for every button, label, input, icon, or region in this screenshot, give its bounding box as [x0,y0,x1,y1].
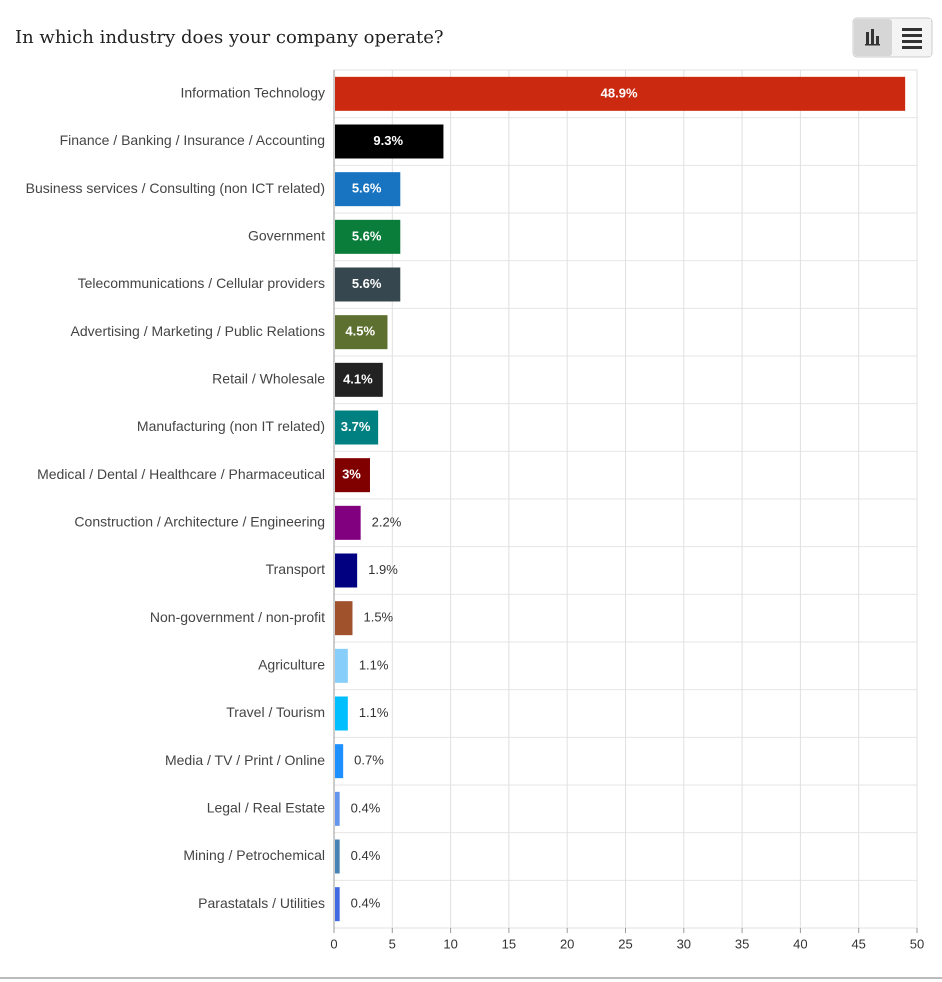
bar [335,267,401,302]
bar [335,887,340,922]
chart-title: In which industry does your company oper… [15,27,444,48]
bar [335,410,379,445]
bar [335,219,401,254]
value-label: 5.6% [352,276,382,291]
x-tick-label: 20 [560,936,574,951]
y-tick-label: Agriculture [258,657,325,673]
value-label: 1.9% [368,562,398,577]
y-tick-label: Medical / Dental / Healthcare / Pharmace… [37,466,325,482]
view-toggle [852,17,933,58]
y-tick-label: Advertising / Marketing / Public Relatio… [71,323,325,339]
value-label: 48.9% [601,85,638,100]
bar [335,601,353,636]
y-tick-label: Government [248,228,325,244]
bar [335,458,370,493]
x-tick-label: 30 [677,936,691,951]
chart-icon [865,29,880,46]
y-tick-label: Manufacturing (non IT related) [137,418,325,434]
y-tick-label: Telecommunications / Cellular providers [78,275,325,291]
y-tick-label: Travel / Tourism [226,704,325,720]
list-icon [902,28,922,49]
bar [335,76,906,111]
table-view-button[interactable] [893,19,931,56]
value-label: 1.1% [359,657,389,672]
value-label: 0.4% [351,848,381,863]
x-tick-label: 45 [851,936,865,951]
x-tick-label: 50 [910,936,924,951]
bar [335,744,344,779]
y-tick-label: Construction / Architecture / Engineerin… [74,514,325,530]
y-tick-label: Information Technology [181,85,326,101]
bar [335,791,340,826]
y-tick-label: Retail / Wholesale [212,371,325,387]
x-tick-label: 15 [502,936,516,951]
bar [335,124,444,159]
value-label: 1.1% [359,705,389,720]
y-tick-label: Transport [266,561,326,577]
bar [335,505,361,540]
value-label: 5.6% [352,181,382,196]
y-tick-label: Business services / Consulting (non ICT … [26,180,325,196]
x-tick-label: 35 [735,936,749,951]
value-label: 3.7% [341,419,371,434]
value-label: 4.5% [345,324,375,339]
y-tick-label: Legal / Real Estate [207,800,326,816]
value-label: 3% [342,467,361,482]
value-label: 2.2% [372,514,402,529]
y-tick-label: Mining / Petrochemical [183,847,325,863]
value-label: 9.3% [373,133,403,148]
value-label: 1.5% [363,610,393,625]
bar [335,172,401,207]
x-tick-label: 40 [793,936,807,951]
y-tick-label: Parastatals / Utilities [198,895,325,911]
bar [335,315,388,350]
bar [335,362,383,397]
bar [335,648,348,683]
bar [335,696,348,731]
value-label: 0.7% [354,753,384,768]
y-tick-label: Finance / Banking / Insurance / Accounti… [60,132,325,148]
value-label: 0.4% [351,896,381,911]
bar [335,553,358,588]
x-tick-label: 25 [618,936,632,951]
x-tick-label: 0 [330,936,337,951]
bar [335,839,340,874]
x-tick-label: 10 [443,936,457,951]
y-tick-label: Non-government / non-profit [150,609,325,625]
value-label: 4.1% [343,371,373,386]
x-tick-label: 5 [389,936,396,951]
value-label: 0.4% [351,800,381,815]
y-tick-label: Media / TV / Print / Online [165,752,325,768]
value-label: 5.6% [352,228,382,243]
